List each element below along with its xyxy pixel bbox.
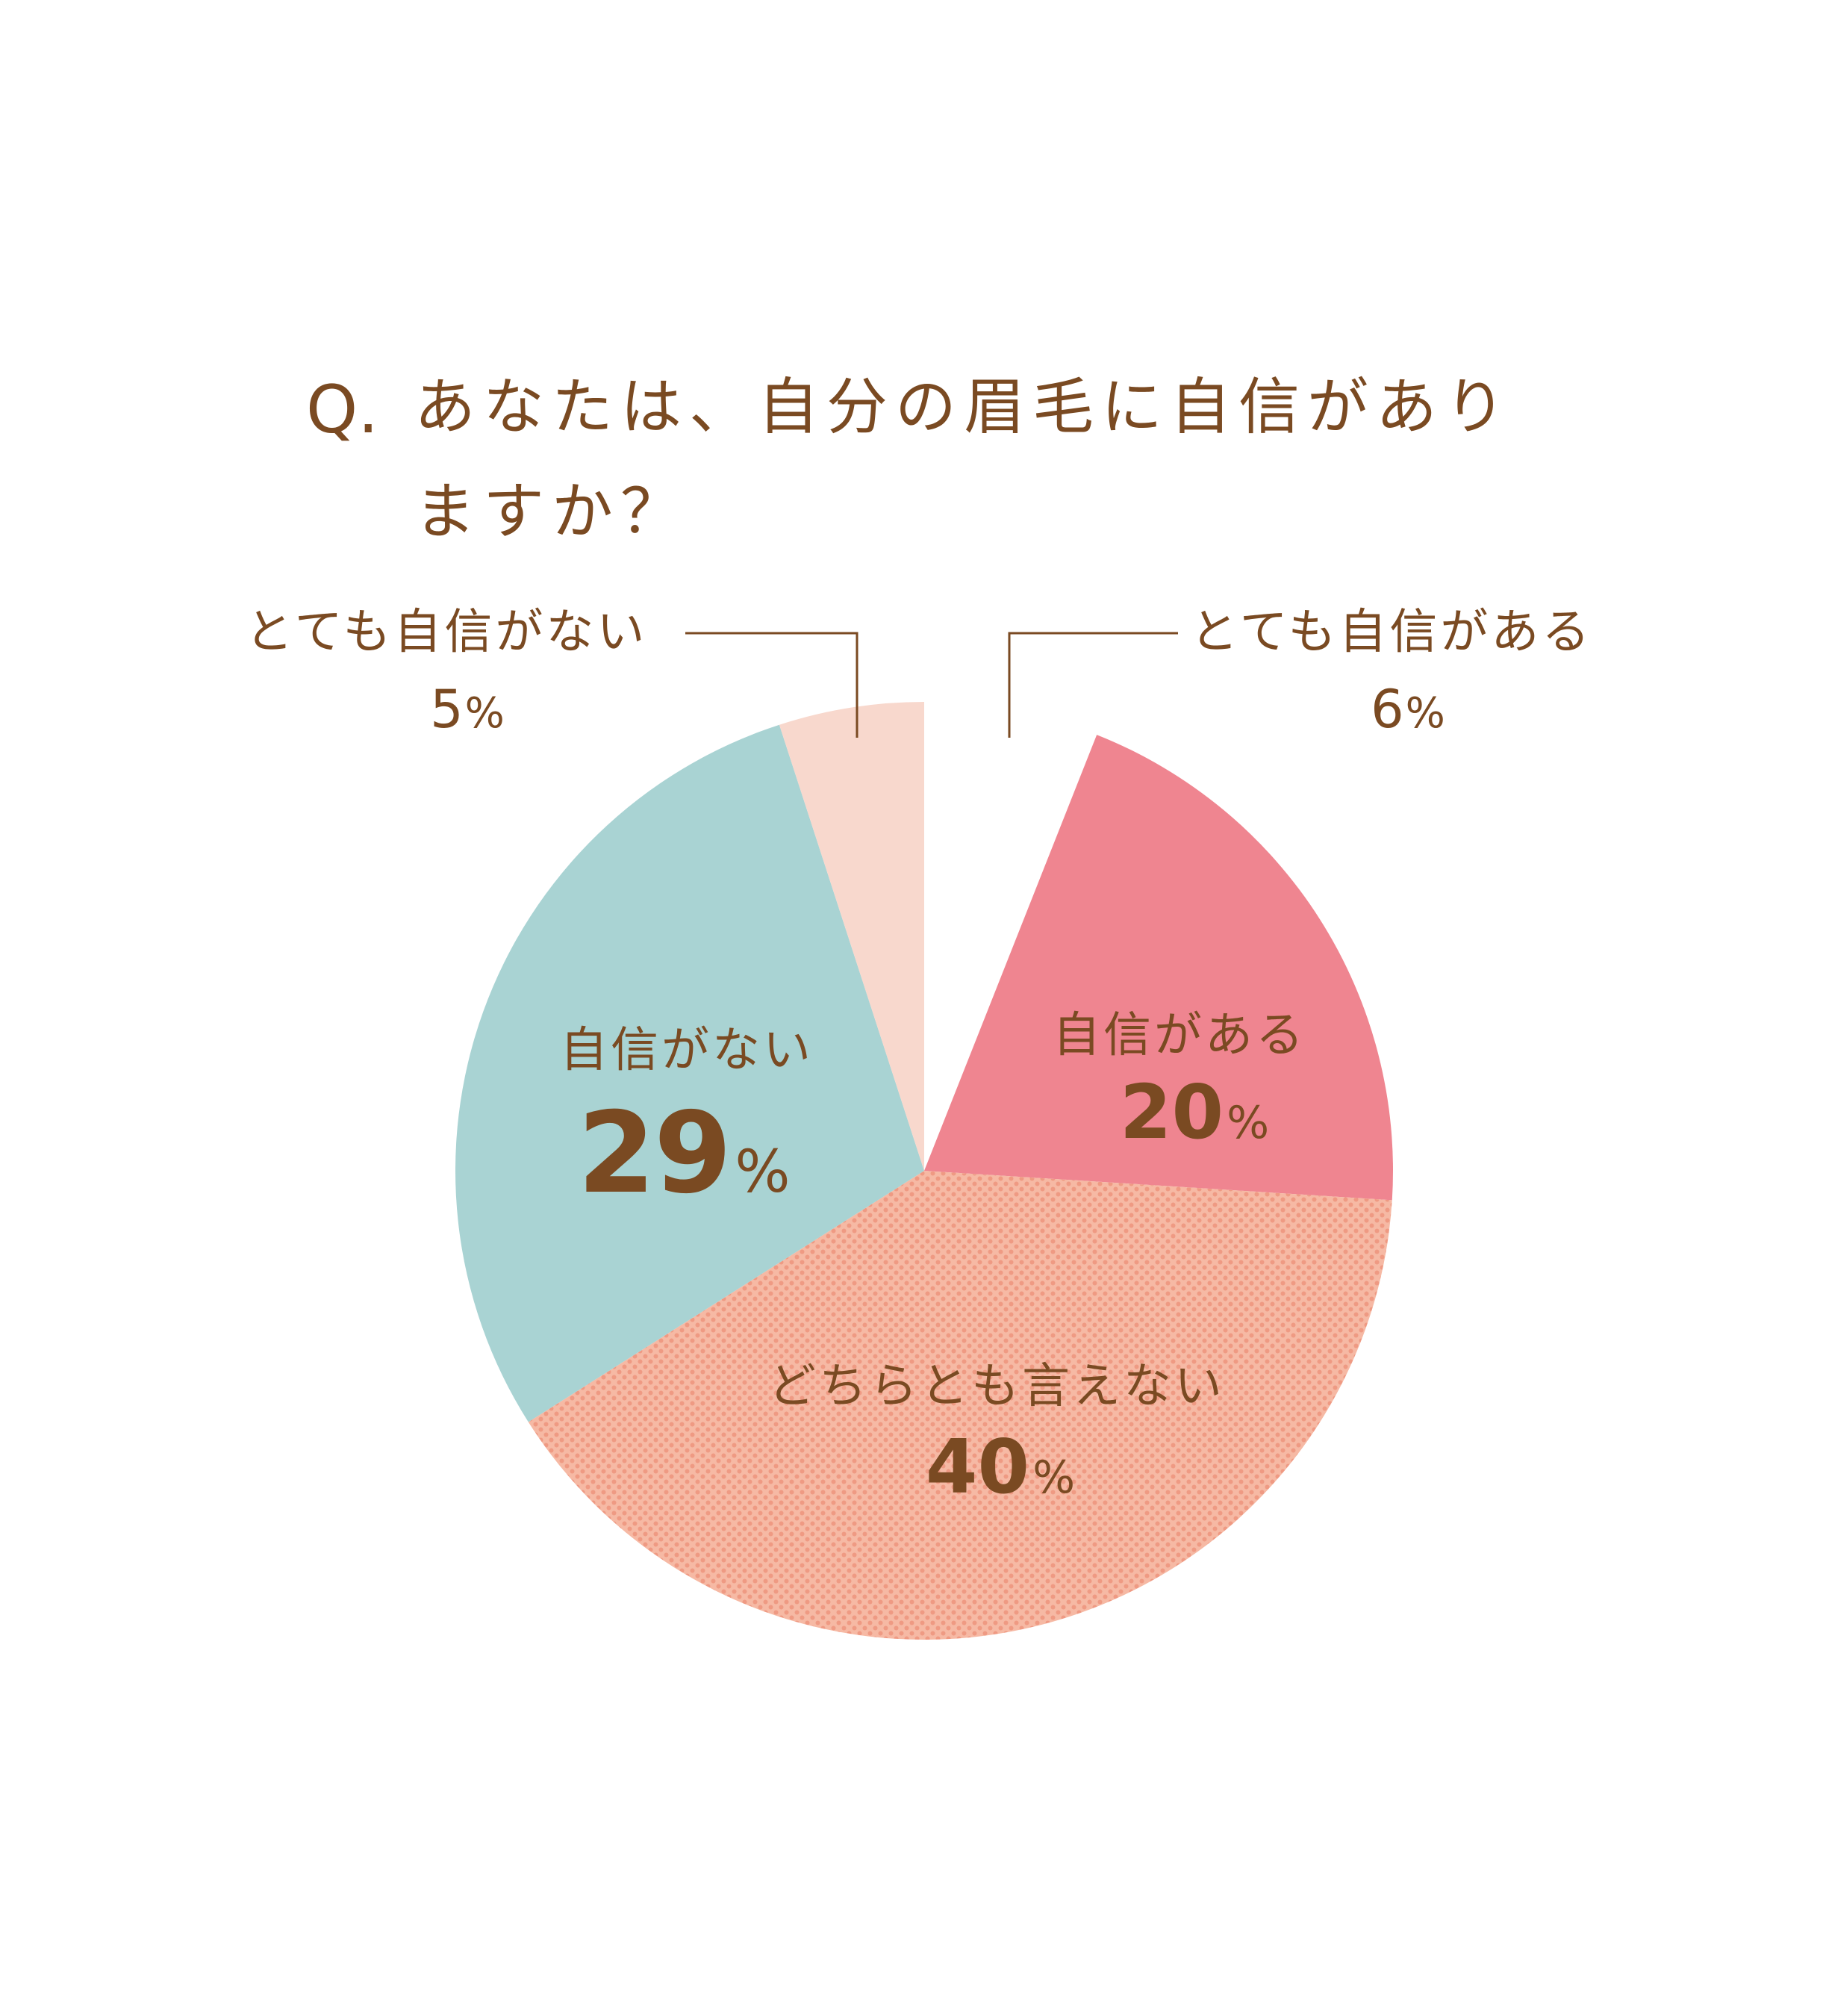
value-number: 5 [430, 679, 464, 740]
percent-sign: % [735, 1139, 790, 1206]
question-line-1: あなたは、自分の眉毛に自信があり [414, 372, 1514, 443]
pie-slice-very-unconfident [779, 702, 924, 1171]
percent-sign: % [464, 689, 505, 738]
slice-value-very-confident: 6% [1371, 683, 1445, 735]
slice-label-unconfident: 自信がない [560, 1023, 814, 1078]
slice-value-very-unconfident: 5% [430, 683, 505, 735]
leader-line-very-unconfident [685, 632, 858, 738]
value-number: 29 [577, 1089, 732, 1219]
question-mark: Q. [306, 371, 379, 448]
slice-label-very-confident: とても自信がある [1190, 605, 1593, 660]
question-line-2: ますか？ [414, 476, 690, 547]
slice-value-unconfident: 29% [578, 1098, 791, 1210]
pie-slice-unconfident [455, 724, 924, 1422]
pie-slice-confident [924, 735, 1393, 1201]
value-number: 40 [925, 1423, 1030, 1511]
percent-sign: % [1032, 1452, 1076, 1504]
percent-sign: % [1405, 689, 1445, 738]
leader-line-very-confident [1008, 632, 1178, 738]
pie-slice-neutral [528, 1171, 1392, 1640]
slice-value-confident: 20% [1120, 1075, 1269, 1150]
slice-value-neutral: 40% [926, 1430, 1075, 1505]
percent-sign: % [1227, 1097, 1270, 1149]
slice-label-neutral: どちらとも言えない [768, 1359, 1225, 1414]
slice-label-confident: 自信がある [1053, 1008, 1306, 1063]
value-number: 20 [1119, 1068, 1224, 1156]
value-number: 6 [1371, 679, 1404, 740]
pie-slice-very-confident [924, 702, 1097, 1171]
slice-label-very-unconfident: とても自信がない [245, 605, 648, 660]
